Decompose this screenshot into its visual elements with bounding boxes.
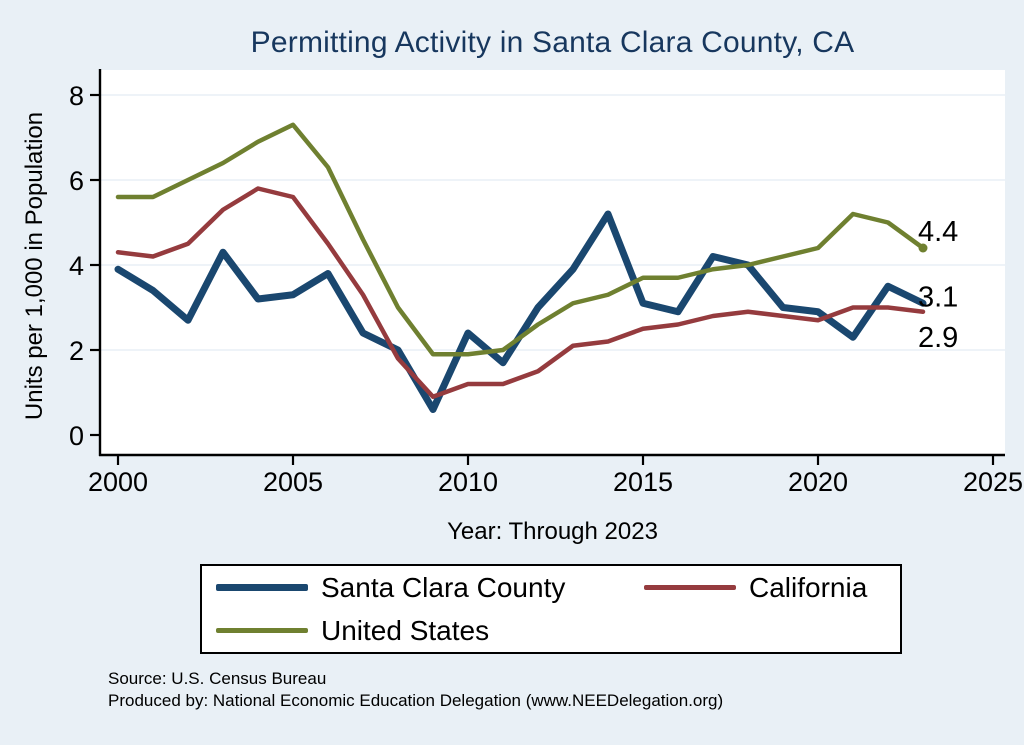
legend-label-santa-clara-county: Santa Clara County <box>321 571 566 603</box>
produced-by-note: Produced by: National Economic Education… <box>108 691 724 710</box>
series-line-2 <box>115 122 926 357</box>
legend-swatch-santa-clara-county <box>216 584 308 591</box>
legend-swatch-california <box>644 585 736 590</box>
x-tick-label: 2020 <box>788 467 848 497</box>
x-tick-label: 2015 <box>613 467 673 497</box>
legend-label-united-states: United States <box>321 614 490 646</box>
end-value-label-2: 4.4 <box>918 216 958 248</box>
x-tick-label: 2010 <box>438 467 498 497</box>
source-note: Source: U.S. Census Bureau <box>108 669 327 688</box>
legend: Santa Clara County California United Sta… <box>200 564 902 654</box>
y-tick-label: 2 <box>69 336 84 366</box>
end-value-label-1: 2.9 <box>918 322 958 354</box>
legend-swatch-united-states <box>216 628 308 633</box>
legend-item-santa-clara-county: Santa Clara County <box>216 572 644 604</box>
legend-item-united-states: United States <box>216 615 644 647</box>
x-tick-label: 2025 <box>963 467 1023 497</box>
series-end-marker-2 <box>918 243 928 253</box>
x-tick-label: 2000 <box>88 467 148 497</box>
x-axis-title: Year: Through 2023 <box>447 518 658 545</box>
y-tick-label: 4 <box>69 251 84 281</box>
plot-area: 0 2 4 6 8 2000 2005 2010 2015 2020 2025 3.1 2.9 4.4 <box>69 69 1023 497</box>
end-value-label-0: 3.1 <box>918 281 958 313</box>
y-tick-label: 8 <box>69 81 84 111</box>
y-tick-label: 6 <box>69 166 84 196</box>
legend-item-california: California <box>644 572 900 604</box>
series-line-1 <box>115 186 926 399</box>
footer-notes: Source: U.S. Census Bureau Produced by: … <box>108 668 723 712</box>
chart-title: Permitting Activity in Santa Clara Count… <box>250 26 855 59</box>
legend-label-california: California <box>749 571 868 603</box>
plot-background <box>100 70 1005 455</box>
x-tick-label: 2005 <box>263 467 323 497</box>
y-tick-label: 0 <box>69 421 84 451</box>
